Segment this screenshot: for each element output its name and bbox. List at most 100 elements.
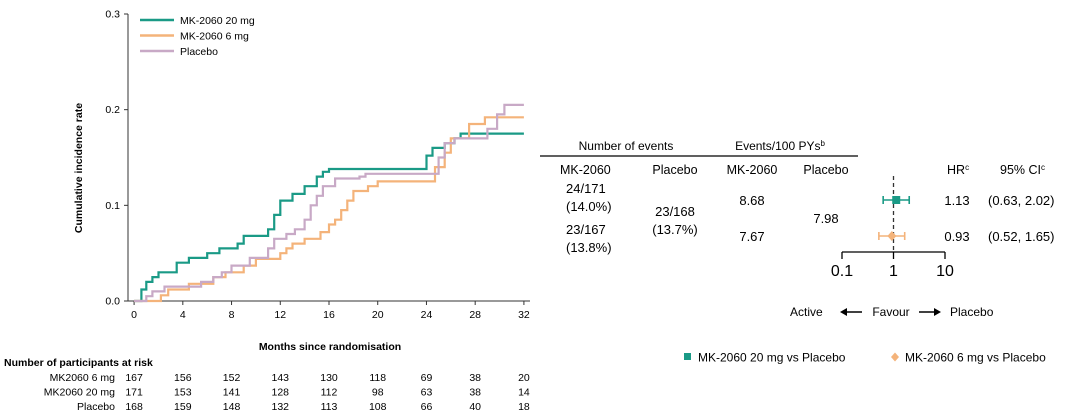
at-risk-cell: 118	[369, 372, 386, 384]
forest-legend: MK-2060 20 mg vs Placebo MK-2060 6 mg vs …	[684, 351, 1046, 365]
header-95-ci: 95% CIc	[1000, 163, 1045, 177]
x-axis-label: Months since randomisation	[259, 341, 401, 353]
km-x-tick-label: 20	[372, 309, 384, 321]
at-risk-cell: 141	[223, 387, 241, 399]
header-ci-superscript: c	[1041, 163, 1045, 172]
forest-x-tick-label: 10	[936, 263, 954, 280]
favour-right-label: Placebo	[950, 305, 994, 319]
km-x-tick-label: 16	[323, 309, 335, 321]
header-hr: HRc	[947, 163, 969, 177]
at-risk-cell: 66	[421, 401, 433, 413]
forest-x-tick-label: 1	[889, 263, 898, 280]
km-x-tick-label: 4	[180, 309, 186, 321]
subheader-placebo: Placebo	[652, 163, 697, 177]
km-line-mk-2060-20-mg	[134, 132, 524, 303]
mk-rate-cell: 7.67	[739, 229, 764, 244]
forest-legend-label: MK-2060 20 mg vs Placebo	[698, 351, 846, 365]
km-x-tick-label: 12	[274, 309, 286, 321]
km-line-mk-2060-6-mg	[134, 116, 524, 303]
at-risk-cell: 63	[421, 387, 433, 399]
at-risk-cell: 20	[518, 372, 530, 384]
placebo-events-cell: (13.7%)	[652, 222, 698, 237]
forest-marks	[878, 196, 911, 241]
y-axis-label: Cumulative incidence rate	[73, 103, 85, 233]
forest-point-diamond	[887, 231, 897, 241]
subheader-mk2060: MK-2060	[560, 163, 611, 177]
at-risk-cell: 168	[125, 401, 143, 413]
km-legend-label: Placebo	[180, 46, 218, 58]
mk-events-cell: 24/171	[566, 181, 606, 196]
subheader-placebo-rate: Placebo	[803, 163, 848, 177]
hr-cell: 0.93	[944, 229, 969, 244]
km-y-tick-label: 0.0	[105, 296, 120, 308]
at-risk-cell: 112	[321, 387, 338, 399]
mk-events-cell: (13.8%)	[566, 240, 612, 255]
km-x-tick-label: 32	[518, 309, 530, 321]
at-risk-row-label: MK2060 20 mg	[44, 387, 115, 399]
mk-events-cell: 23/167	[566, 222, 606, 237]
header-rate-superscript: b	[820, 139, 825, 148]
km-y-tick-label: 0.3	[105, 9, 120, 21]
at-risk-cell: 143	[272, 372, 290, 384]
km-axes: 0.0 0.1 0.2 0.3 0 4 8 12 16 20 24 28 32	[105, 9, 530, 321]
at-risk-cell: 38	[469, 387, 481, 399]
forest-legend-square	[684, 353, 691, 360]
favour-left-arrowhead	[840, 308, 847, 316]
forest-legend-label: MK-2060 6 mg vs Placebo	[905, 351, 1046, 365]
km-x-tick-label: 24	[421, 309, 433, 321]
header-events-per-100py: Events/100 PYsb	[735, 139, 825, 153]
ci-cell: (0.63, 2.02)	[988, 193, 1055, 208]
at-risk-table: Number of participants at risk MK2060 6 …	[4, 357, 530, 413]
at-risk-cell: 156	[174, 372, 192, 384]
at-risk-cell: 153	[174, 387, 192, 399]
at-risk-cell: 171	[125, 387, 143, 399]
cumulative-incidence-chart: 0.0 0.1 0.2 0.3 0 4 8 12 16 20 24 28 32 MK-2060 20 m…	[73, 9, 530, 353]
mk-events-cell: (14.0%)	[566, 199, 612, 214]
favour-direction: Active Favour Placebo	[790, 305, 994, 319]
forest-x-tick-label: 0.1	[831, 263, 853, 280]
favour-center-label: Favour	[872, 305, 909, 319]
hr-cell: 1.13	[944, 193, 969, 208]
at-risk-cell: 98	[372, 387, 384, 399]
at-risk-cell: 108	[369, 401, 387, 413]
forest-legend-diamond	[891, 352, 899, 362]
at-risk-cell: 148	[223, 401, 241, 413]
km-y-tick-label: 0.2	[105, 104, 120, 116]
ci-cell: (0.52, 1.65)	[988, 229, 1055, 244]
at-risk-cell: 152	[223, 372, 241, 384]
header-hr-superscript: c	[965, 163, 969, 172]
forest-point-square	[892, 196, 901, 204]
at-risk-cell: 113	[321, 401, 338, 413]
km-series-lines	[134, 103, 524, 303]
km-x-tick-label: 0	[131, 309, 137, 321]
at-risk-cell: 128	[272, 387, 290, 399]
favour-right-arrowhead	[934, 308, 941, 316]
at-risk-cell: 14	[518, 387, 530, 399]
km-x-tick-label: 28	[469, 309, 481, 321]
km-legend-label: MK-2060 20 mg	[180, 15, 255, 27]
at-risk-cell: 40	[469, 401, 481, 413]
at-risk-rows: MK2060 6 mg 167 156 152 143 130 118 69 38 20 MK206…	[44, 372, 530, 413]
favour-left-label: Active	[790, 305, 823, 319]
forest-plot: Number of events Events/100 PYsb MK-2060…	[540, 139, 1055, 365]
at-risk-cell: 69	[421, 372, 433, 384]
at-risk-cell: 159	[174, 401, 192, 413]
forest-axis: 0.1 1 10	[831, 176, 954, 280]
at-risk-cell: 167	[125, 372, 143, 384]
km-legend: MK-2060 20 mg MK-2060 6 mg Placebo	[140, 15, 255, 58]
at-risk-cell: 130	[320, 372, 338, 384]
km-line-placebo	[134, 103, 524, 303]
at-risk-row-label: MK2060 6 mg	[50, 372, 116, 384]
km-y-tick-label: 0.1	[105, 200, 120, 212]
at-risk-title: Number of participants at risk	[4, 357, 153, 369]
km-legend-label: MK-2060 6 mg	[180, 31, 249, 43]
subheader-mk2060-rate: MK-2060	[727, 163, 778, 177]
placebo-events-cell: 23/168	[655, 204, 695, 219]
km-x-tick-label: 8	[229, 309, 235, 321]
forest-table-headers: Number of events Events/100 PYsb MK-2060…	[540, 139, 1045, 177]
mk-rate-cell: 8.68	[739, 193, 764, 208]
at-risk-row-label: Placebo	[77, 401, 115, 413]
forest-table-cells: 24/171 (14.0%) 8.68 1.13 (0.63, 2.02) 23/167 (…	[566, 181, 1055, 255]
at-risk-cell: 132	[272, 401, 290, 413]
